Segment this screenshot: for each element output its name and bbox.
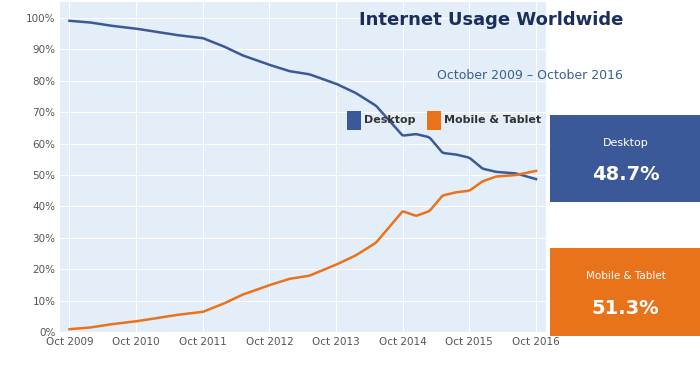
Text: Internet Usage Worldwide: Internet Usage Worldwide xyxy=(358,11,623,29)
Text: Mobile & Tablet: Mobile & Tablet xyxy=(444,115,542,125)
Text: Desktop: Desktop xyxy=(364,115,416,125)
Text: 48.7%: 48.7% xyxy=(592,165,659,184)
Text: Mobile & Tablet: Mobile & Tablet xyxy=(585,272,666,282)
Text: Desktop: Desktop xyxy=(603,138,648,148)
Bar xyxy=(427,111,441,130)
Text: October 2009 – October 2016: October 2009 – October 2016 xyxy=(437,69,623,82)
Bar xyxy=(346,111,360,130)
Text: 51.3%: 51.3% xyxy=(592,299,659,317)
